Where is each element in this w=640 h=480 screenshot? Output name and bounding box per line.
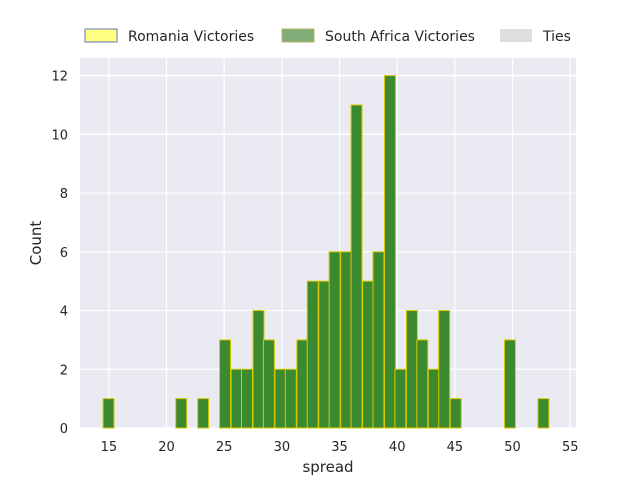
y-tick-label: 2 [60,363,68,378]
x-tick-label: 40 [389,440,406,455]
x-tick-label: 30 [274,440,291,455]
y-axis-label: Count [27,221,45,266]
x-axis-label: spread [302,458,353,476]
y-tick-label: 6 [60,246,68,261]
histogram-bar [219,339,232,429]
histogram-bar [318,280,331,429]
x-tick-label: 35 [331,440,348,455]
histogram-bar [230,368,243,429]
histogram-bar [252,310,265,429]
histogram-bar [197,398,210,429]
legend-swatch-south-africa [281,28,315,43]
x-tick-label: 55 [562,440,579,455]
histogram-bar [503,339,516,429]
legend-swatch-ties [500,29,532,42]
histogram-bar [102,398,115,429]
histogram-bar [284,368,297,429]
y-tick-label: 10 [51,128,68,143]
histogram-bar [274,368,287,429]
histogram-bar [537,398,550,429]
x-tick-label: 50 [504,440,521,455]
histogram-bar [350,104,363,429]
legend-swatch-romania [84,28,118,43]
y-tick-label: 0 [60,422,68,437]
y-tick-label: 4 [60,305,68,320]
x-tick-label: 45 [447,440,464,455]
y-tick-label: 8 [60,187,68,202]
legend: Romania Victories South Africa Victories… [84,28,571,45]
histogram-bar [394,368,407,429]
histogram-bar [175,398,188,429]
histogram-bar [405,310,418,429]
x-tick-label: 20 [158,440,175,455]
histogram-bar [328,251,341,429]
y-tick-label: 12 [51,70,68,85]
y-axis-ticks: 0 2 4 6 8 10 12 [51,70,68,437]
histogram-bar [416,339,429,429]
histogram-bar [427,368,440,429]
bars [102,75,550,429]
histogram-bar [296,339,309,429]
histogram-bar [306,280,319,429]
histogram-bar [384,75,396,429]
histogram-bar [372,251,385,429]
legend-label-romania: Romania Victories [128,29,254,45]
x-axis-ticks: 15 20 25 30 35 40 45 50 55 [101,440,579,455]
legend-label-ties: Ties [542,29,571,45]
histogram-bar [438,310,451,429]
legend-label-south-africa: South Africa Victories [325,29,475,45]
histogram-bar [449,398,462,429]
x-tick-label: 15 [101,440,118,455]
x-tick-label: 25 [216,440,233,455]
histogram-bar [340,251,353,429]
histogram-bar [362,280,375,429]
histogram-bar [262,339,275,429]
histogram-bar [240,368,253,429]
